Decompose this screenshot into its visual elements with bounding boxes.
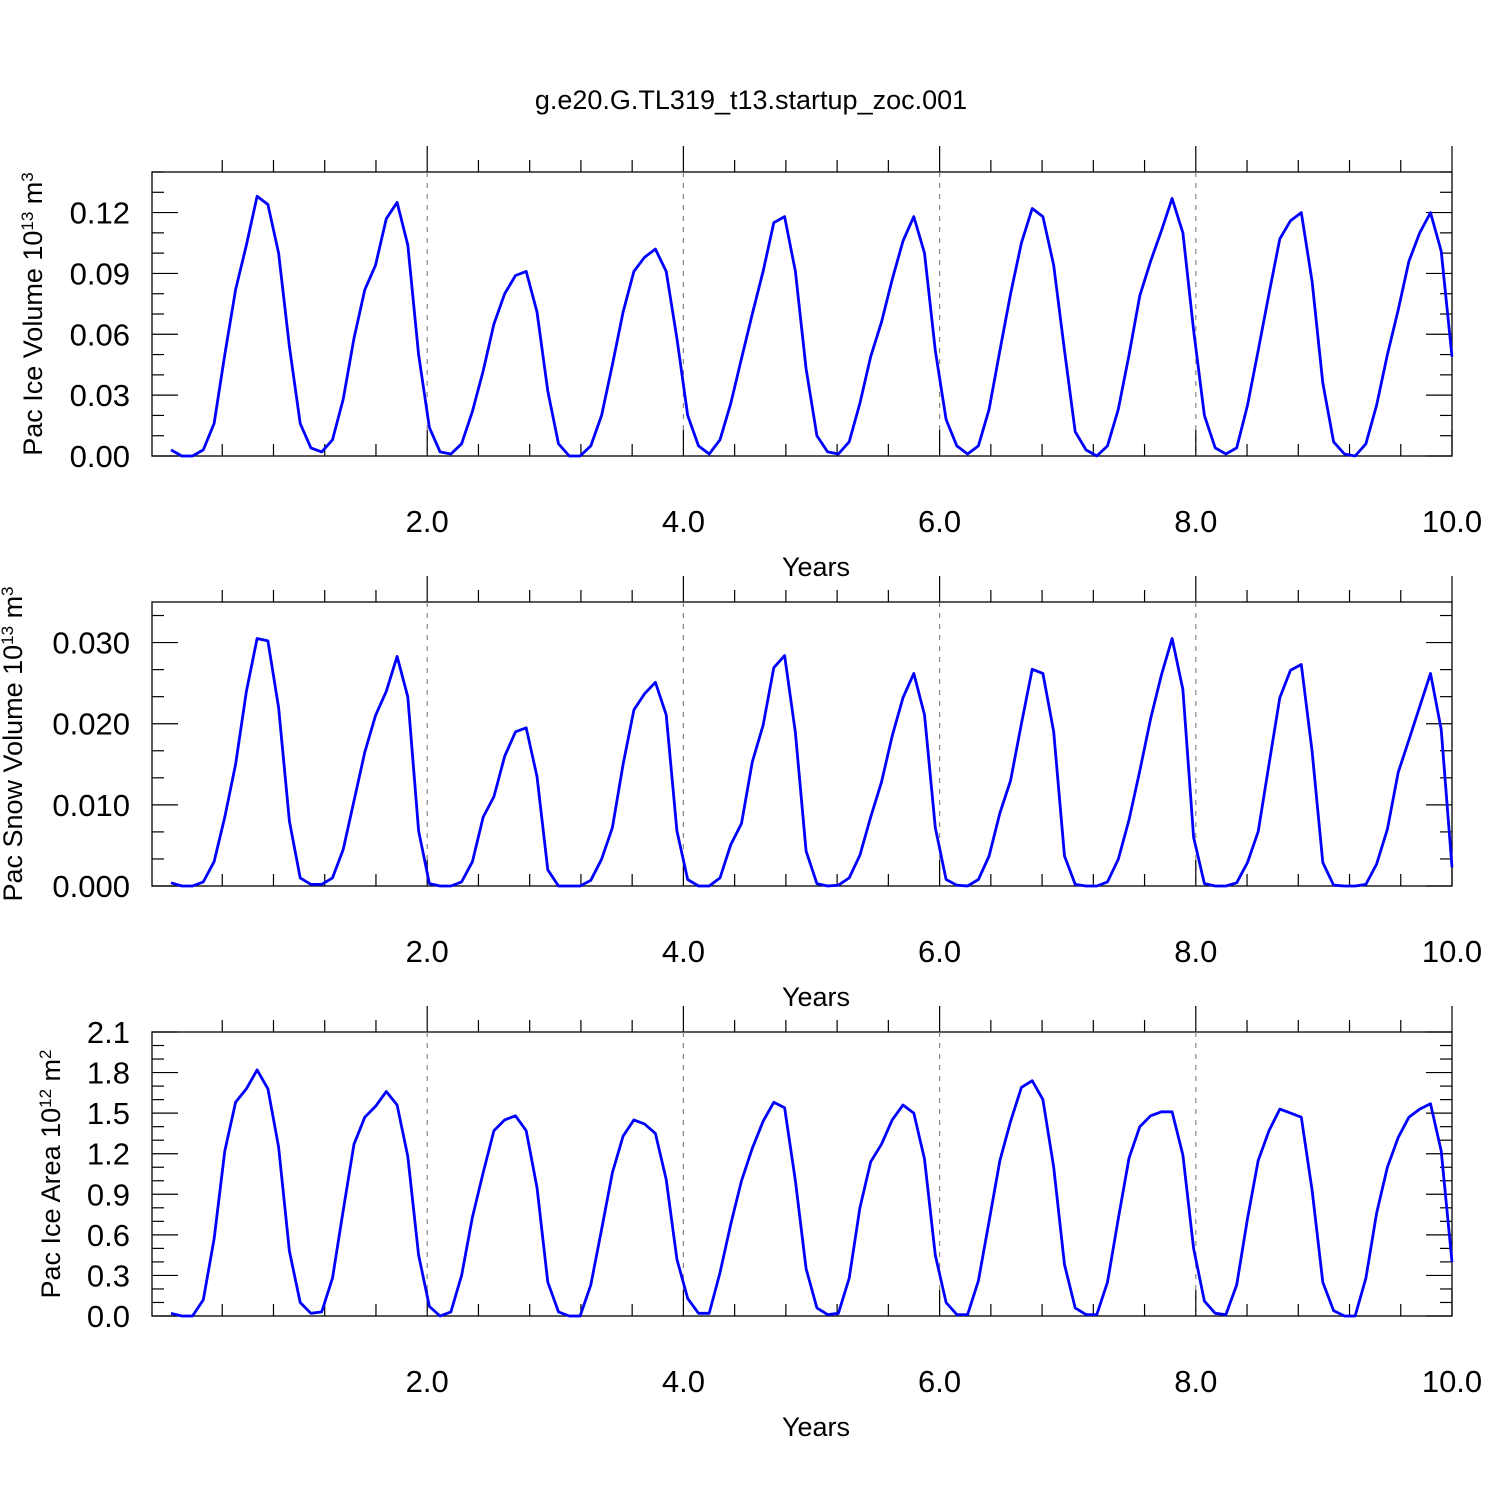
series-line bbox=[170, 1068, 1454, 1318]
y-tick-label: 0.06 bbox=[70, 317, 130, 352]
y-tick-label: 0.12 bbox=[70, 196, 130, 231]
x-axis-label: Years bbox=[782, 552, 850, 582]
x-tick-label: 6.0 bbox=[918, 934, 961, 969]
y-tick-label: 1.2 bbox=[87, 1137, 130, 1172]
x-tick-label: 4.0 bbox=[662, 504, 705, 539]
y-tick-label: 0.09 bbox=[70, 256, 130, 291]
panel-1: 2.0 4.0 6.0 8.0 10.0 0.00 0.03 0.06 0.09 0.12 Year… bbox=[18, 146, 1482, 582]
y-tick-label: 0.000 bbox=[52, 869, 130, 904]
x-tick-label: 10.0 bbox=[1422, 1364, 1482, 1399]
y-tick-label: 1.5 bbox=[87, 1096, 130, 1131]
x-tick-label: 10.0 bbox=[1422, 504, 1482, 539]
y-tick-label: 0.03 bbox=[70, 378, 130, 413]
y-tick-label: 0.9 bbox=[87, 1177, 130, 1212]
x-tick-label: 10.0 bbox=[1422, 934, 1482, 969]
chart-title: g.e20.G.TL319_t13.startup_zoc.001 bbox=[535, 85, 967, 115]
y-tick-label: 0.030 bbox=[52, 626, 130, 661]
x-tick-label: 8.0 bbox=[1174, 934, 1217, 969]
panel-2: 2.0 4.0 6.0 8.0 10.0 0.000 0.010 0.020 0.030 Year… bbox=[0, 576, 1482, 1012]
x-tick-label: 2.0 bbox=[406, 504, 449, 539]
y-tick-label: 0.020 bbox=[52, 707, 130, 742]
plot-frame bbox=[151, 601, 1453, 887]
y-tick-label: 0.00 bbox=[70, 439, 130, 474]
x-tick-label: 4.0 bbox=[662, 1364, 705, 1399]
plot-frame bbox=[151, 171, 1453, 457]
y-axis-label: Pac Snow Volume 1013 m3 bbox=[0, 586, 28, 901]
x-tick-label: 8.0 bbox=[1174, 504, 1217, 539]
y-tick-label: 0.010 bbox=[52, 788, 130, 823]
x-axis-label: Years bbox=[782, 982, 850, 1012]
x-tick-label: 2.0 bbox=[406, 1364, 449, 1399]
x-tick-label: 6.0 bbox=[918, 1364, 961, 1399]
x-tick-label: 4.0 bbox=[662, 934, 705, 969]
series-line bbox=[170, 194, 1454, 458]
x-axis-label: Years bbox=[782, 1412, 850, 1442]
x-tick-label: 8.0 bbox=[1174, 1364, 1217, 1399]
y-tick-label: 0.0 bbox=[87, 1299, 130, 1334]
y-axis-label: Pac Ice Area 1012 m2 bbox=[36, 1049, 67, 1298]
series-line bbox=[170, 637, 1454, 888]
panel-3: 2.0 4.0 6.0 8.0 10.0 0.0 0.3 0.6 0.9 1.2 1.5 1.8 2.1… bbox=[36, 1006, 1482, 1442]
y-tick-label: 0.3 bbox=[87, 1258, 130, 1293]
y-tick-label: 2.1 bbox=[87, 1015, 130, 1050]
chart-panels: 2.0 4.0 6.0 8.0 10.0 0.00 0.03 0.06 0.09 0.12 Year… bbox=[0, 146, 1482, 1442]
y-tick-label: 0.6 bbox=[87, 1218, 130, 1253]
plot-frame bbox=[151, 1031, 1453, 1317]
x-tick-label: 6.0 bbox=[918, 504, 961, 539]
y-axis-label: Pac Ice Volume 1013 m3 bbox=[18, 172, 49, 456]
y-tick-label: 1.8 bbox=[87, 1056, 130, 1091]
x-tick-label: 2.0 bbox=[406, 934, 449, 969]
